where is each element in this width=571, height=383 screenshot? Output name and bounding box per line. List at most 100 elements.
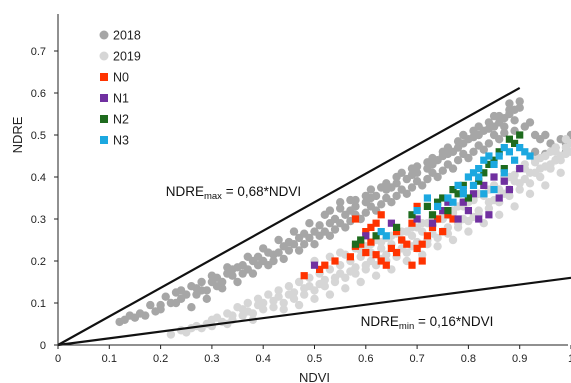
point-2018 [289, 240, 299, 249]
point-n3 [377, 228, 385, 236]
point-n0 [367, 238, 375, 246]
point-n1 [475, 215, 483, 223]
x-tick-label: 0.9 [512, 353, 527, 365]
point-n0 [428, 223, 437, 231]
points-layer [115, 97, 571, 339]
point-n3 [500, 144, 508, 152]
point-n3 [454, 181, 462, 189]
point-n0 [372, 219, 380, 227]
point-n2 [449, 186, 457, 194]
point-2018 [202, 286, 211, 295]
point-2018 [187, 282, 196, 291]
point-2018 [279, 254, 288, 264]
point-n0 [423, 232, 431, 240]
point-n1 [495, 194, 503, 202]
point-n3 [382, 232, 390, 240]
point-n3 [526, 152, 534, 160]
point-n2 [464, 194, 472, 202]
axes [57, 14, 568, 346]
point-n2 [459, 181, 467, 189]
ndre-min-annotation: NDREmin = 0,16*NDVI [361, 314, 494, 332]
point-2019 [464, 227, 473, 236]
ndre-min-line [57, 276, 571, 347]
point-n3 [480, 190, 488, 198]
point-n2 [423, 202, 431, 210]
point-n2 [428, 211, 437, 219]
point-2018 [397, 185, 406, 194]
point-2019 [541, 181, 550, 190]
point-2018 [305, 233, 314, 243]
point-n3 [464, 173, 472, 181]
point-2018 [274, 248, 283, 257]
legend: 2018 2019 N0 N1 N2 N3 [99, 29, 141, 148]
point-n1 [490, 173, 498, 181]
point-n3 [444, 194, 452, 202]
series-n1 [310, 165, 524, 269]
y-tick-label: 0.7 [31, 46, 46, 58]
point-2018 [412, 177, 422, 186]
point-2019 [561, 143, 571, 152]
legend-label: 2018 [113, 29, 141, 43]
point-2018 [484, 118, 494, 127]
point-n3 [459, 186, 467, 194]
point-n2 [434, 198, 442, 206]
point-n0 [346, 253, 354, 261]
point-n1 [505, 186, 513, 194]
point-2018 [300, 240, 309, 249]
point-n2 [408, 211, 416, 219]
x-tick-label: 1 [568, 353, 571, 365]
point-2019 [259, 298, 268, 308]
point-n0 [408, 261, 416, 269]
x-axis-title: NDVI [299, 370, 330, 383]
point-2018 [459, 130, 468, 140]
point-n1 [362, 232, 370, 240]
point-2019 [546, 147, 555, 156]
point-2019 [525, 168, 535, 177]
x-tick-label: 0.2 [153, 353, 168, 365]
y-tick-label: 0.5 [31, 130, 46, 142]
y-tick-label: 0.4 [31, 172, 46, 184]
point-n3 [469, 169, 478, 177]
point-2019 [556, 168, 565, 177]
point-2019 [371, 271, 381, 280]
point-n1 [387, 219, 395, 227]
point-2019 [243, 307, 252, 316]
point-2018 [500, 122, 509, 131]
point-2018 [228, 271, 237, 280]
point-2018 [500, 128, 509, 138]
point-n0 [372, 251, 380, 259]
point-n3 [475, 165, 483, 173]
point-2018 [192, 290, 201, 299]
point-2018 [161, 292, 170, 301]
point-n2 [505, 135, 513, 143]
point-2019 [310, 294, 319, 303]
point-2018 [315, 221, 324, 230]
point-2018 [489, 130, 499, 140]
point-n3 [490, 160, 498, 168]
point-n0 [351, 215, 360, 223]
ndre-max-annotation: NDREmax = 0,68*NDVI [166, 184, 301, 202]
point-n0 [387, 244, 395, 252]
point-n3 [469, 181, 478, 189]
point-2018 [469, 147, 478, 156]
point-2019 [279, 305, 288, 314]
y-tick-label: 0.3 [31, 214, 46, 226]
point-2018 [423, 174, 432, 184]
point-n0 [321, 261, 329, 269]
point-2018 [392, 179, 401, 188]
point-2018 [289, 227, 299, 236]
point-n1 [444, 198, 452, 206]
point-n2 [444, 207, 452, 215]
point-2018 [156, 300, 165, 310]
point-2019 [536, 164, 545, 173]
legend-label: N2 [113, 113, 129, 127]
point-n2 [351, 240, 360, 248]
point-2019 [243, 298, 252, 308]
point-n0 [393, 228, 401, 236]
point-2018 [423, 158, 432, 167]
point-n0 [418, 240, 426, 248]
point-2019 [300, 290, 309, 299]
point-2018 [346, 195, 355, 205]
point-n2 [475, 177, 483, 185]
